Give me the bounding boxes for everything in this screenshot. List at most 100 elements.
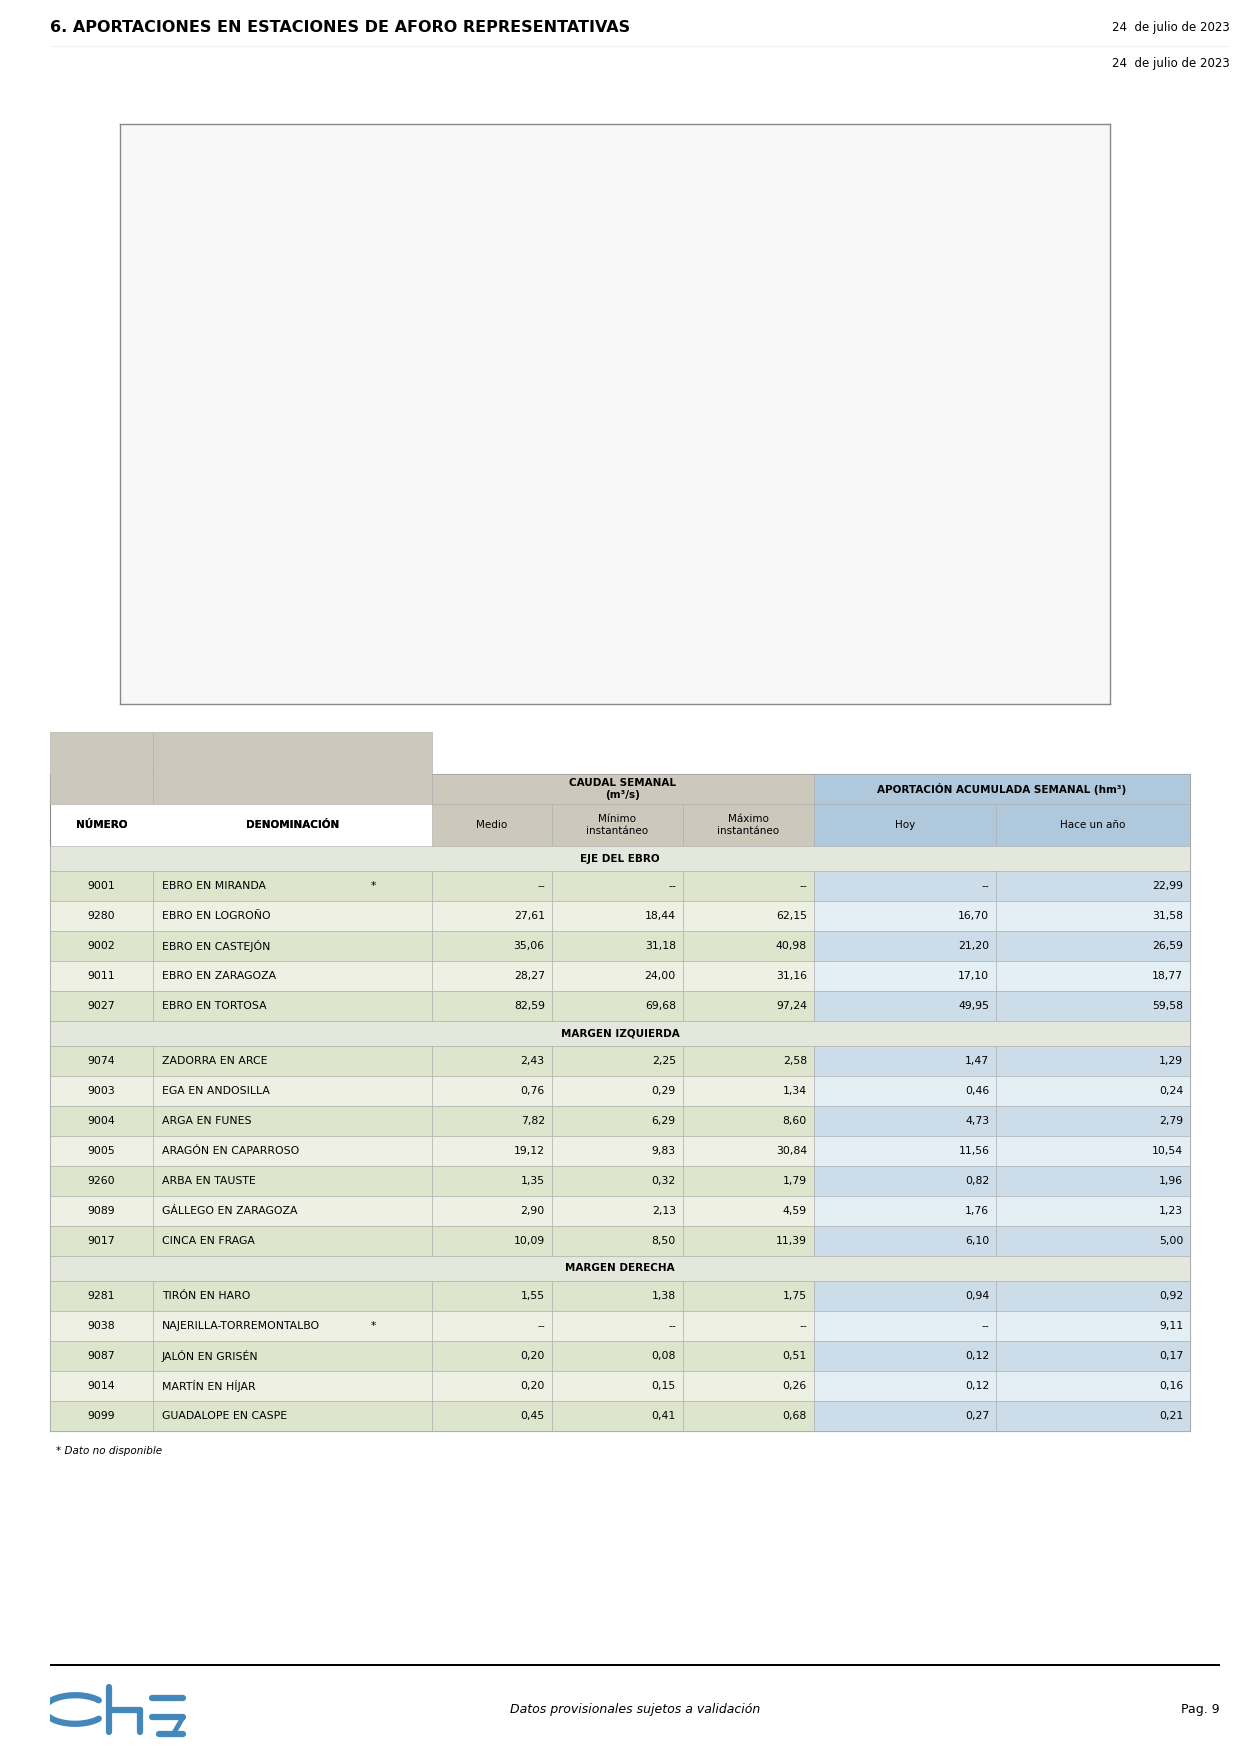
Text: MARGEN IZQUIERDA: MARGEN IZQUIERDA <box>560 1028 680 1038</box>
Text: --: -- <box>668 1321 676 1331</box>
Text: 0,24: 0,24 <box>1159 1086 1183 1096</box>
Text: 7,82: 7,82 <box>521 1116 544 1126</box>
Bar <box>432 774 813 803</box>
Bar <box>996 1342 1190 1372</box>
Text: 31,18: 31,18 <box>645 940 676 951</box>
Text: 30,84: 30,84 <box>776 1145 807 1156</box>
Text: 0,76: 0,76 <box>521 1086 544 1096</box>
Bar <box>813 1137 996 1166</box>
Bar <box>432 1310 552 1342</box>
Bar <box>50 1166 153 1196</box>
Bar <box>683 1107 813 1137</box>
Bar <box>432 1045 552 1075</box>
Text: 0,26: 0,26 <box>782 1380 807 1391</box>
Bar <box>153 1401 432 1431</box>
Bar <box>813 774 1190 803</box>
Text: 24  de julio de 2023: 24 de julio de 2023 <box>1112 56 1230 70</box>
Bar <box>552 1401 683 1431</box>
Bar <box>813 1226 996 1256</box>
Text: 0,08: 0,08 <box>651 1351 676 1361</box>
Text: 40,98: 40,98 <box>776 940 807 951</box>
Text: 69,68: 69,68 <box>645 1002 676 1010</box>
Text: 2,25: 2,25 <box>652 1056 676 1066</box>
Text: --: -- <box>537 1321 544 1331</box>
Bar <box>50 961 153 991</box>
Text: 9005: 9005 <box>88 1145 115 1156</box>
Text: EBRO EN LOGROÑO: EBRO EN LOGROÑO <box>161 910 270 921</box>
Bar <box>50 1107 153 1137</box>
Text: EBRO EN TORTOSA: EBRO EN TORTOSA <box>161 1002 267 1010</box>
Text: 9001: 9001 <box>88 881 115 891</box>
Bar <box>153 1310 432 1342</box>
Bar <box>432 1401 552 1431</box>
Text: 9017: 9017 <box>88 1237 115 1245</box>
Bar <box>153 1342 432 1372</box>
Text: *: * <box>371 1321 376 1331</box>
Text: 0,15: 0,15 <box>651 1380 676 1391</box>
Bar <box>50 1256 1190 1280</box>
Bar <box>683 1226 813 1256</box>
Text: 1,47: 1,47 <box>965 1056 990 1066</box>
Bar <box>683 803 813 845</box>
Bar <box>813 1280 996 1310</box>
Bar <box>996 1372 1190 1401</box>
Bar <box>153 872 432 902</box>
Text: 0,32: 0,32 <box>651 1175 676 1186</box>
Text: 31,16: 31,16 <box>776 972 807 980</box>
Bar <box>813 803 996 845</box>
Text: Hace un año: Hace un año <box>1060 821 1126 830</box>
Bar <box>50 1401 153 1431</box>
Text: 26,59: 26,59 <box>1152 940 1183 951</box>
Bar <box>153 1196 432 1226</box>
Bar <box>50 1045 153 1075</box>
Bar <box>552 1107 683 1137</box>
Text: 31,58: 31,58 <box>1152 910 1183 921</box>
Text: 4,59: 4,59 <box>782 1207 807 1216</box>
Text: 9260: 9260 <box>88 1175 115 1186</box>
Bar <box>813 1107 996 1137</box>
Text: 0,68: 0,68 <box>782 1410 807 1421</box>
Text: MARTÍN EN HÍJAR: MARTÍN EN HÍJAR <box>161 1380 255 1393</box>
Text: Máximo
instantáneo: Máximo instantáneo <box>717 814 779 837</box>
Bar <box>552 1372 683 1401</box>
Bar <box>996 803 1190 845</box>
Bar <box>432 902 552 931</box>
Text: 19,12: 19,12 <box>513 1145 544 1156</box>
Bar <box>552 961 683 991</box>
Bar <box>683 1166 813 1196</box>
Bar <box>683 931 813 961</box>
Text: ARGA EN FUNES: ARGA EN FUNES <box>161 1116 252 1126</box>
Text: CAUDAL SEMANAL
(m³/s): CAUDAL SEMANAL (m³/s) <box>569 779 676 800</box>
Text: 22,99: 22,99 <box>1152 881 1183 891</box>
Bar <box>996 1107 1190 1137</box>
Bar <box>552 1075 683 1107</box>
Text: EBRO EN CASTEJÓN: EBRO EN CASTEJÓN <box>161 940 270 952</box>
Bar <box>813 1166 996 1196</box>
Bar <box>552 902 683 931</box>
Bar <box>996 931 1190 961</box>
Text: 28,27: 28,27 <box>513 972 544 980</box>
Bar <box>552 1045 683 1075</box>
Bar <box>50 731 153 803</box>
Bar <box>153 1280 432 1310</box>
Text: --: -- <box>982 881 990 891</box>
Bar <box>50 902 153 931</box>
Text: NÚMERO: NÚMERO <box>76 821 126 830</box>
Text: 97,24: 97,24 <box>776 1002 807 1010</box>
Text: 0,16: 0,16 <box>1159 1380 1183 1391</box>
Text: 18,44: 18,44 <box>645 910 676 921</box>
Bar <box>50 872 153 902</box>
Bar <box>432 931 552 961</box>
Text: 9,83: 9,83 <box>652 1145 676 1156</box>
Text: MARGEN DERECHA: MARGEN DERECHA <box>565 1263 675 1273</box>
Bar <box>50 1310 153 1342</box>
Text: 59,58: 59,58 <box>1152 1002 1183 1010</box>
Bar <box>552 872 683 902</box>
Bar <box>813 1401 996 1431</box>
Bar <box>552 1310 683 1342</box>
Bar <box>813 1045 996 1075</box>
Text: 0,12: 0,12 <box>965 1351 990 1361</box>
Text: DENOMINACIÓN: DENOMINACIÓN <box>246 821 339 830</box>
Bar <box>153 902 432 931</box>
Text: 82,59: 82,59 <box>513 1002 544 1010</box>
